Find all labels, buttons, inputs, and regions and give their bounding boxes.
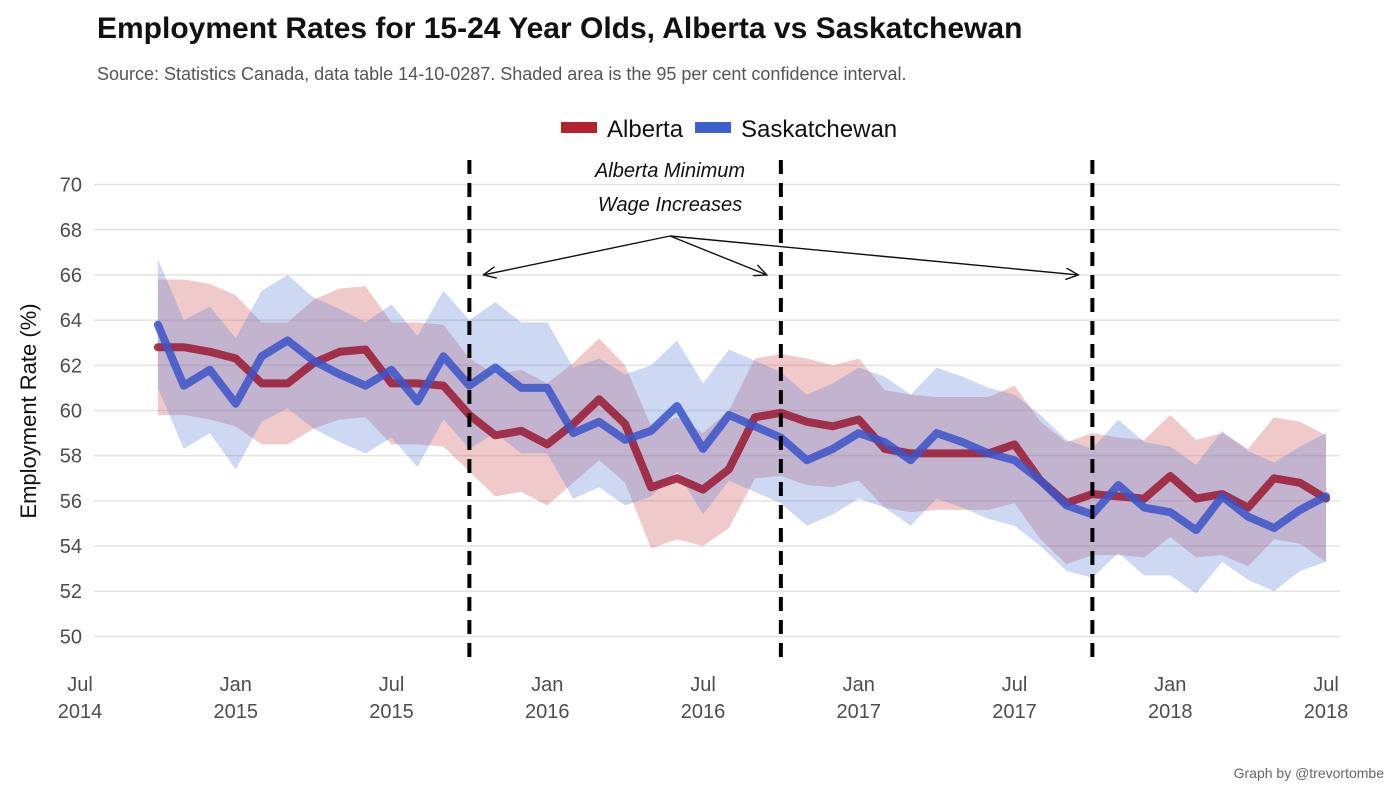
annotation-line-1: Alberta Minimum xyxy=(594,160,745,182)
series-lines xyxy=(153,320,1330,535)
legend-label-alberta: Alberta xyxy=(607,116,684,143)
y-tick-label: 54 xyxy=(60,536,82,558)
annotation-arrow xyxy=(669,235,1078,275)
x-tick-label: 2017 xyxy=(837,701,882,723)
chart-subtitle: Source: Statistics Canada, data table 14… xyxy=(97,64,907,84)
x-tick-label: Jul xyxy=(379,674,405,696)
y-axis-label: Employment Rate (%) xyxy=(16,303,41,518)
x-axis-ticks: Jul 2014 Jan 2015 Jul 2015 Jan 2016 Jul 2016 Jan 20… xyxy=(58,674,1349,723)
minimum-wage-markers xyxy=(467,160,1095,660)
legend: Alberta Saskatchewan xyxy=(561,116,897,143)
y-tick-label: 66 xyxy=(60,265,82,287)
confidence-bands xyxy=(157,259,1326,594)
x-tick-label: Jul xyxy=(690,674,716,696)
chart-title: Employment Rates for 15-24 Year Olds, Al… xyxy=(97,12,1023,45)
confidence-band-saskatchewan xyxy=(157,259,1326,594)
x-tick-label: Jan xyxy=(531,674,563,696)
y-tick-label: 58 xyxy=(60,446,82,468)
x-tick-label: 2017 xyxy=(992,701,1037,723)
x-tick-label: Jul xyxy=(67,674,93,696)
annotation-line-2: Wage Increases xyxy=(598,194,742,216)
gridlines xyxy=(94,183,1340,638)
annotation: Alberta Minimum Wage Increases xyxy=(483,160,1078,275)
x-tick-label: Jan xyxy=(1154,674,1186,696)
y-axis-ticks: 50 52 54 56 58 60 62 64 66 68 70 xyxy=(60,175,82,649)
y-tick-label: 62 xyxy=(60,355,82,377)
x-tick-label: Jul xyxy=(1002,674,1028,696)
x-tick-label: 2014 xyxy=(58,701,103,723)
annotation-arrow xyxy=(669,235,767,275)
y-tick-label: 64 xyxy=(60,310,82,332)
x-tick-label: Jul xyxy=(1313,674,1339,696)
y-tick-label: 60 xyxy=(60,401,82,423)
series-line-saskatchewan xyxy=(153,320,1330,535)
y-tick-label: 52 xyxy=(60,581,82,603)
graph-credit: Graph by @trevortombe xyxy=(1233,765,1384,781)
x-tick-label: Jan xyxy=(843,674,875,696)
y-tick-label: 56 xyxy=(60,491,82,513)
y-tick-label: 70 xyxy=(60,175,82,197)
x-tick-label: 2015 xyxy=(214,701,259,723)
x-tick-label: Jan xyxy=(220,674,252,696)
x-tick-label: 2018 xyxy=(1304,701,1349,723)
x-tick-label: 2016 xyxy=(525,701,570,723)
annotation-arrow xyxy=(483,235,671,275)
x-tick-label: 2016 xyxy=(681,701,726,723)
y-tick-label: 68 xyxy=(60,220,82,242)
x-tick-label: 2015 xyxy=(369,701,414,723)
legend-swatch-saskatchewan xyxy=(695,122,732,133)
x-tick-label: 2018 xyxy=(1148,701,1193,723)
legend-swatch-alberta xyxy=(561,122,597,133)
y-tick-label: 50 xyxy=(60,626,82,648)
legend-label-saskatchewan: Saskatchewan xyxy=(741,116,897,143)
